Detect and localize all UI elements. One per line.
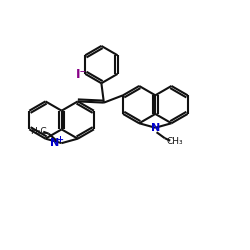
Text: N: N [50, 138, 59, 148]
Text: H₃C: H₃C [30, 127, 46, 136]
Text: N: N [151, 123, 160, 133]
Text: I⁻: I⁻ [76, 68, 87, 80]
Text: +: + [56, 135, 63, 144]
Text: CH₃: CH₃ [167, 137, 184, 146]
